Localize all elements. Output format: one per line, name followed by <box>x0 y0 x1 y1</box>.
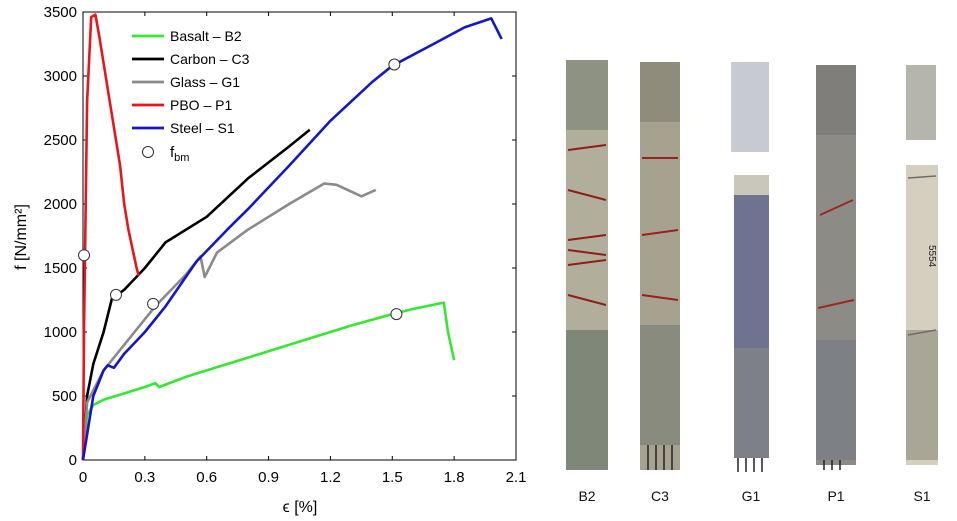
specimen-label-p1: P1 <box>827 488 845 504</box>
y-tick-label: 1500 <box>44 260 77 277</box>
y-tick-label: 3000 <box>44 68 77 85</box>
specimen-label-b2: B2 <box>578 488 596 504</box>
series-line-0 <box>81 301 456 461</box>
series-line-4 <box>81 17 503 461</box>
specimen-c3-photo <box>640 62 680 470</box>
series-line-1 <box>81 128 311 461</box>
y-tick-label: 2000 <box>44 196 77 213</box>
x-axis-label: ϵ [%] <box>283 499 318 516</box>
y-tick-label: 1000 <box>44 324 77 341</box>
plot-frame <box>82 11 517 461</box>
legend-label: Carbon – C3 <box>170 51 250 67</box>
stress-strain-chart: 0 500 1000 1500 2000 2500 3000 3500 0 0.3 0.6 0.9 1… <box>13 4 527 516</box>
x-tick-label: 0 <box>79 469 87 486</box>
x-tick-label: 2.1 <box>506 469 527 486</box>
specimen-photos: 5554 <box>566 60 938 472</box>
legend-marker-label: fbm <box>170 144 189 164</box>
specimen-photo-panel: 5554 B2 C3 G1 P1 S1 <box>548 50 957 520</box>
fbm-marker <box>109 288 122 301</box>
specimen-label-g1: G1 <box>741 488 761 504</box>
legend-label: PBO – P1 <box>170 97 232 113</box>
y-tick-label: 0 <box>69 452 77 469</box>
specimen-g1-photo <box>731 62 769 472</box>
y-axis-ticks: 0 500 1000 1500 2000 2500 3000 3500 <box>44 4 516 469</box>
fbm-marker <box>388 58 401 71</box>
x-tick-label: 1.2 <box>320 469 341 486</box>
fbm-marker <box>78 249 91 262</box>
x-axis-ticks: 0 0.3 0.6 0.9 1.2 1.5 1.8 2.1 <box>79 12 527 486</box>
fbm-marker <box>147 297 160 310</box>
specimen-p1-photo <box>816 65 856 470</box>
series-lines <box>81 13 503 461</box>
specimen-label-s1: S1 <box>913 488 931 504</box>
y-tick-label: 3500 <box>44 4 77 21</box>
legend-label: Steel – S1 <box>170 120 235 136</box>
y-axis-label: f [N/mm²] <box>13 204 30 270</box>
specimen-label-c3: C3 <box>651 488 669 504</box>
fbm-marker <box>390 308 403 321</box>
x-tick-label: 1.8 <box>444 469 465 486</box>
series-line-2 <box>81 182 377 461</box>
y-tick-label: 500 <box>52 388 77 405</box>
x-tick-label: 0.3 <box>134 469 155 486</box>
x-tick-label: 0.6 <box>196 469 217 486</box>
specimen-s1-annotation: 5554 <box>926 245 937 268</box>
y-tick-label: 2500 <box>44 132 77 149</box>
x-tick-label: 1.5 <box>382 469 403 486</box>
specimen-s1-photo: 5554 <box>906 65 938 465</box>
legend-marker <box>142 146 154 158</box>
x-tick-label: 0.9 <box>258 469 279 486</box>
legend-label: Glass – G1 <box>170 74 240 90</box>
series-line-3 <box>81 13 140 461</box>
fbm-markers <box>78 58 403 321</box>
specimen-b2-photo <box>566 60 608 470</box>
legend-label: Basalt – B2 <box>170 28 242 44</box>
legend: Basalt – B2 Carbon – C3 Glass – G1 PBO – P1… <box>132 28 250 164</box>
